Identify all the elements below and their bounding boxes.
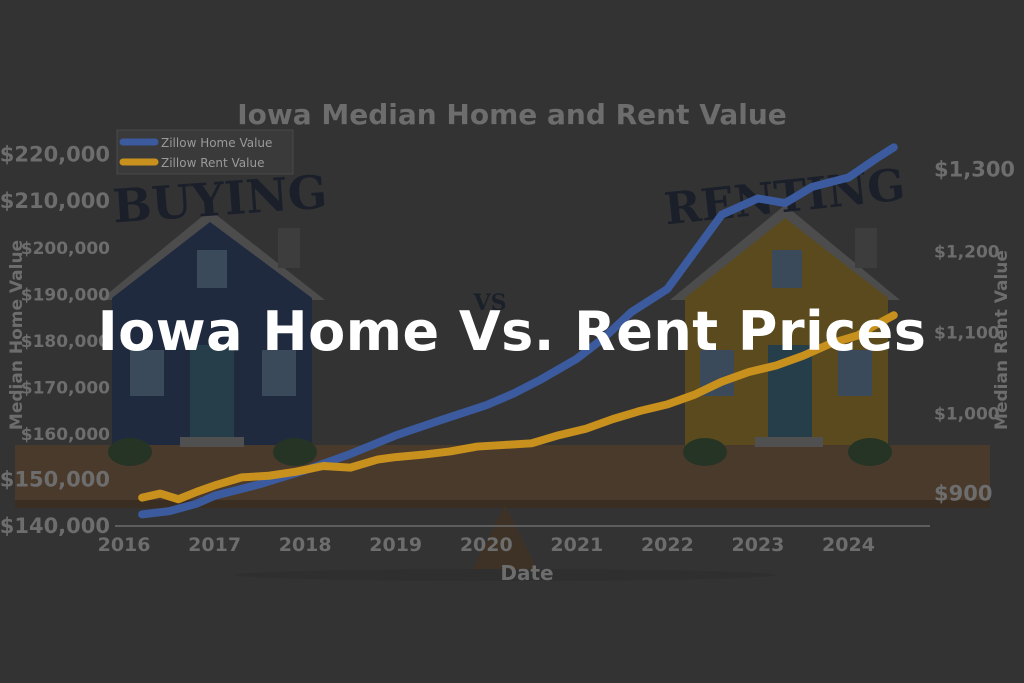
- y-tick-label: $200,000: [21, 239, 110, 259]
- y2-tick-label: $1,100: [934, 323, 1000, 343]
- y-axis-label: Median Home Value: [7, 240, 27, 430]
- legend-box: [116, 129, 294, 175]
- x-tick-label: 2022: [641, 534, 694, 556]
- x-tick-label: 2020: [460, 534, 513, 556]
- y-axis-ticks: $140,000 $150,000 $160,000 $170,000 $180,000…: [0, 142, 110, 538]
- y-tick-label: $220,000: [0, 142, 110, 166]
- y2-tick-label: $1,000: [934, 405, 1000, 425]
- legend: Zillow Home Value Zillow Rent Value: [116, 129, 294, 175]
- ground-shadow: [235, 569, 775, 581]
- y-tick-label: $210,000: [0, 189, 110, 213]
- legend-label-rent: Zillow Rent Value: [161, 156, 264, 170]
- y-tick-label: $170,000: [21, 379, 110, 399]
- x-tick-label: 2018: [279, 534, 332, 556]
- x-tick-label: 2019: [369, 534, 422, 556]
- x-tick-label: 2016: [98, 534, 151, 556]
- chart-title: Iowa Median Home and Rent Value: [237, 98, 787, 131]
- series-line-home-value: [138, 143, 898, 519]
- hero-title: Iowa Home Vs. Rent Prices: [97, 300, 927, 363]
- x-tick-label: 2017: [188, 534, 241, 556]
- y2-tick-label: $1,200: [934, 242, 1000, 262]
- seesaw-fulcrum: [470, 505, 540, 575]
- series-line-rent-value: [138, 311, 898, 504]
- x-axis-label: Date: [500, 561, 553, 585]
- x-axis-ticks: 2016 2017 2018 2019 2020 2021 2022 2023 2024: [98, 534, 875, 556]
- y2-tick-label: $900: [934, 482, 992, 506]
- vs-sign: VS: [473, 290, 507, 316]
- buying-vs-renting-illustration: BUYING RENTING VS: [15, 160, 990, 581]
- legend-label-home: Zillow Home Value: [161, 136, 272, 150]
- y2-tick-label: $1,300: [934, 157, 1015, 181]
- y2-axis-label: Median Rent Value: [992, 250, 1012, 430]
- y-tick-label: $140,000: [0, 514, 110, 538]
- y2-axis-ticks: $900 $1,000 $1,100 $1,200 $1,300: [934, 157, 1015, 505]
- x-tick-label: 2021: [550, 534, 603, 556]
- blue-house: [100, 210, 325, 466]
- x-tick-label: 2023: [731, 534, 784, 556]
- yellow-house: [670, 205, 900, 466]
- y-tick-label: $160,000: [21, 425, 110, 445]
- y-tick-label: $190,000: [21, 286, 110, 306]
- seesaw-plank-edge: [15, 500, 990, 508]
- x-tick-label: 2024: [822, 534, 875, 556]
- y-tick-label: $180,000: [21, 332, 110, 352]
- y-tick-label: $150,000: [0, 468, 110, 492]
- buying-sign: BUYING: [111, 165, 329, 234]
